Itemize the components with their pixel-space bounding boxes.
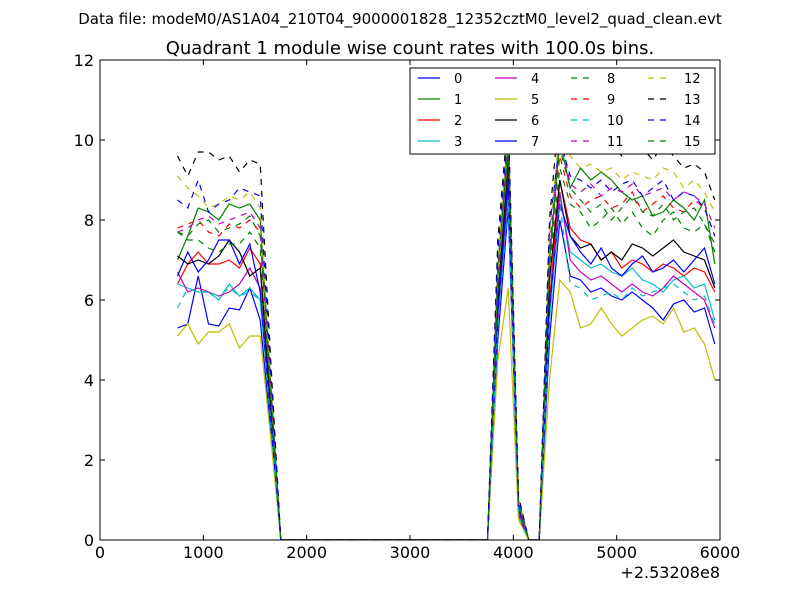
y-tick-label: 2 [84, 451, 94, 470]
legend-label-6: 6 [531, 114, 539, 129]
series-line-10 [176, 199, 716, 540]
y-tick-label: 8 [84, 211, 94, 230]
legend-label-2: 2 [454, 114, 462, 129]
legend-label-3: 3 [454, 135, 462, 150]
x-tick-label: 1000 [183, 543, 224, 562]
legend-label-4: 4 [531, 72, 539, 87]
y-tick-label: 10 [74, 131, 94, 150]
x-tick-label: 3000 [390, 543, 431, 562]
series-line-14 [177, 123, 716, 540]
legend-label-13: 13 [684, 93, 701, 108]
chart-title: Quadrant 1 module wise count rates with … [166, 38, 655, 59]
series-line-15 [177, 139, 716, 540]
series-line-5 [177, 278, 716, 540]
y-tick-label: 0 [84, 531, 94, 550]
legend-box [409, 67, 716, 155]
series-layer [176, 103, 716, 540]
x-tick-label: 5000 [596, 543, 637, 562]
series-line-12 [177, 119, 716, 540]
legend-label-0: 0 [454, 72, 462, 87]
y-tick-label: 12 [74, 51, 94, 70]
y-tick-label: 6 [84, 291, 94, 310]
series-line-2 [176, 171, 716, 540]
x-tick-label: 2000 [286, 543, 327, 562]
series-line-0 [177, 207, 716, 540]
legend-label-5: 5 [531, 93, 539, 108]
series-line-6 [177, 159, 716, 540]
legend-label-15: 15 [684, 135, 701, 150]
plot-frame [99, 59, 721, 541]
series-line-4 [176, 187, 716, 540]
series-line-7 [176, 179, 716, 540]
x-tick-label: 0 [95, 543, 105, 562]
legend-label-11: 11 [607, 135, 624, 150]
series-line-13 [176, 103, 716, 540]
x-offset-label: +2.53208e8 [620, 563, 720, 582]
y-tick-label: 4 [84, 371, 94, 390]
legend-label-10: 10 [607, 114, 624, 129]
legend-label-1: 1 [454, 93, 462, 108]
x-tick-label: 4000 [493, 543, 534, 562]
series-line-11 [177, 127, 716, 540]
legend-label-12: 12 [684, 72, 701, 87]
series-line-8 [177, 147, 716, 540]
legend-label-14: 14 [684, 114, 701, 129]
x-tick-label: 6000 [700, 543, 741, 562]
legend-label-9: 9 [607, 93, 615, 108]
legend-label-7: 7 [531, 135, 539, 150]
suptitle: Data file: modeM0/AS1A04_210T04_90000018… [78, 10, 722, 29]
legend-label-8: 8 [607, 72, 615, 87]
